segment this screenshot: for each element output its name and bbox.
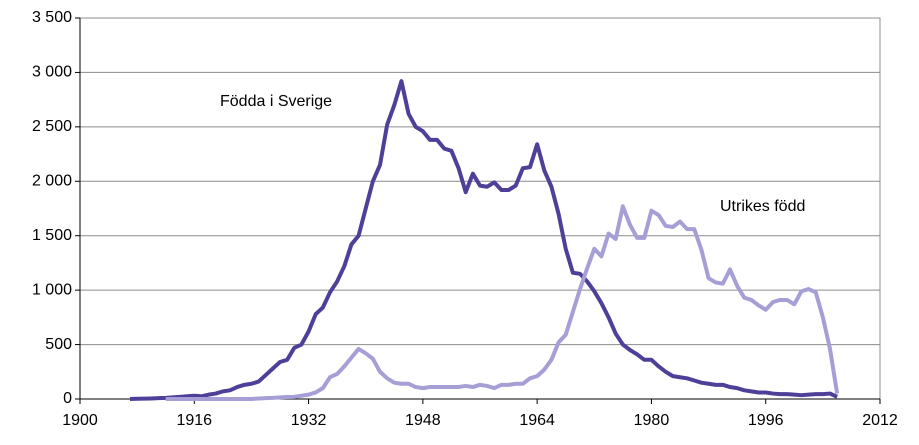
y-tick-label: 1 500 <box>32 227 72 244</box>
x-tick-label: 1964 <box>519 412 555 429</box>
annotation: Utrikes född <box>720 198 805 215</box>
x-tick-label: 1996 <box>748 412 784 429</box>
y-tick-label: 3 000 <box>32 64 72 81</box>
y-tick-label: 2 500 <box>32 118 72 135</box>
series-line <box>165 204 840 401</box>
series-line <box>129 79 838 401</box>
y-tick-label: 1 000 <box>32 281 72 298</box>
plot-area <box>79 17 881 400</box>
y-tick-label: 0 <box>63 390 72 407</box>
y-tick-label: 3 500 <box>32 9 72 26</box>
annotation: Födda i Sverige <box>220 93 332 110</box>
x-tick-label: 1980 <box>634 412 670 429</box>
y-tick-label: 2 000 <box>32 173 72 190</box>
x-tick-label: 2012 <box>862 412 898 429</box>
x-tick-label: 1916 <box>176 412 212 429</box>
y-tick-label: 500 <box>45 336 72 353</box>
x-tick-label: 1948 <box>405 412 441 429</box>
x-tick-label: 1932 <box>291 412 327 429</box>
x-tick-label: 1900 <box>62 412 98 429</box>
